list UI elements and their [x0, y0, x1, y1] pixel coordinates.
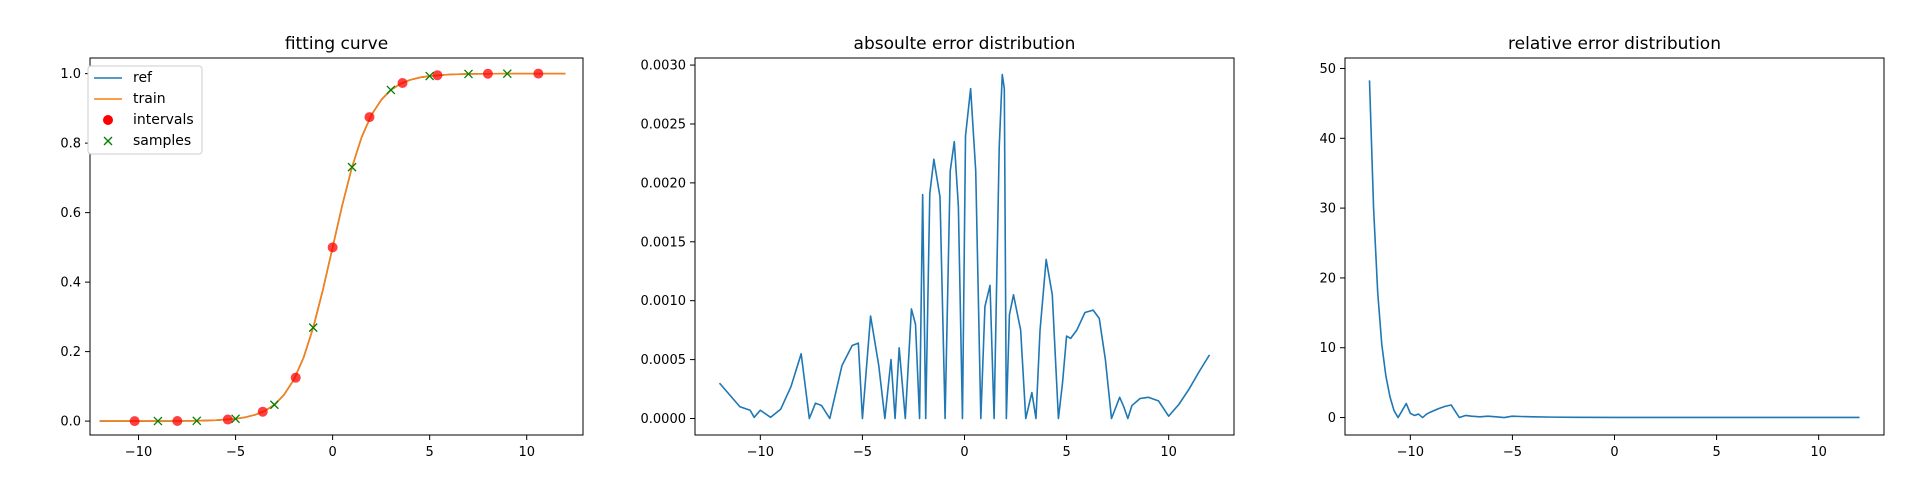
x-tick-label: 5	[1062, 445, 1070, 460]
data-point-intervals	[327, 242, 338, 253]
data-point-samples	[347, 162, 357, 172]
data-point-samples	[425, 71, 435, 81]
y-tick-label: 0.6	[60, 206, 81, 221]
data-point-samples	[269, 400, 279, 410]
legend-label-ref: ref	[133, 70, 153, 86]
data-point-intervals	[397, 78, 408, 89]
data-point-intervals	[290, 372, 301, 383]
legend-label-intervals: intervals	[133, 112, 194, 128]
y-tick-label: 0.0025	[641, 117, 687, 132]
y-tick-label: 0.0030	[641, 59, 687, 74]
y-tick-label: 0.0005	[641, 353, 687, 368]
x-tick-label: −10	[125, 445, 152, 460]
y-tick-label: 0.8	[60, 137, 81, 152]
subplot-fitting-curve: fitting curve −10 −5 0 5 10 0.0 0.2 0.4 0.6 0.8 1.…	[60, 34, 584, 460]
data-point-samples	[308, 323, 318, 333]
y-tick-label: 20	[1319, 271, 1336, 286]
y-tick-label: 10	[1319, 341, 1336, 356]
axes-frame	[89, 57, 584, 436]
x-tick-label: 5	[426, 445, 434, 460]
y-tick-label: 30	[1319, 202, 1336, 217]
chart-title: absoulte error distribution	[854, 34, 1076, 54]
data-point-intervals	[172, 415, 183, 426]
series-line-series-0	[1368, 80, 1860, 419]
y-tick-label: 0	[1328, 411, 1336, 426]
x-tick-label: −5	[853, 445, 872, 460]
x-tick-label: −10	[1397, 445, 1424, 460]
data-point-samples	[192, 416, 202, 426]
y-tick-label: 0.0010	[641, 294, 687, 309]
y-tick-label: 0.0	[60, 415, 81, 430]
legend-handle-intervals	[103, 115, 113, 125]
y-tick-label: 0.2	[60, 345, 81, 360]
y-tick-label: 0.0000	[641, 412, 687, 427]
data-point-intervals	[432, 70, 443, 81]
x-tick-label: −5	[226, 445, 245, 460]
y-tick-label: 40	[1319, 132, 1336, 147]
legend-label-train: train	[133, 91, 166, 107]
data-point-samples	[231, 414, 241, 424]
legend-label-samples: samples	[133, 133, 191, 149]
x-tick-label: 0	[328, 445, 336, 460]
plot-area	[718, 73, 1211, 420]
data-point-samples	[386, 85, 396, 95]
plot-area	[99, 68, 566, 427]
plot-area	[1368, 80, 1860, 419]
data-point-samples	[153, 416, 163, 426]
chart-title: relative error distribution	[1508, 34, 1721, 54]
y-tick-label: 0.0015	[641, 235, 687, 250]
y-tick-label: 0.0020	[641, 176, 687, 191]
data-point-samples	[464, 69, 473, 79]
x-tick-label: 10	[518, 445, 535, 460]
x-tick-label: 5	[1712, 445, 1720, 460]
series-line-series-0	[718, 73, 1211, 420]
subplot-absolute-error: absoulte error distribution −10 −5 0 5 10 0.0…	[641, 34, 1235, 460]
x-tick-label: −5	[1503, 445, 1522, 460]
y-tick-label: 0.4	[60, 276, 81, 291]
data-point-intervals	[257, 406, 268, 417]
x-tick-label: 0	[1610, 445, 1618, 460]
x-tick-label: 0	[960, 445, 968, 460]
legend-box	[87, 65, 203, 155]
y-tick-label: 50	[1319, 62, 1336, 77]
data-point-intervals	[222, 414, 233, 425]
y-tick-label: 1.0	[60, 67, 81, 82]
subplot-relative-error: relative error distribution −10 −5 0 5 10 0 10…	[1319, 34, 1885, 460]
chart-title: fitting curve	[285, 34, 388, 54]
x-tick-label: −10	[747, 445, 774, 460]
legend: ref train intervals samples	[87, 65, 203, 155]
data-point-intervals	[364, 112, 375, 123]
x-tick-label: 10	[1160, 445, 1177, 460]
legend-handle-samples	[103, 136, 113, 146]
data-point-samples	[502, 69, 512, 79]
data-point-intervals	[533, 68, 544, 79]
data-point-intervals	[129, 416, 140, 427]
x-tick-label: 10	[1810, 445, 1827, 460]
data-point-intervals	[482, 68, 493, 79]
